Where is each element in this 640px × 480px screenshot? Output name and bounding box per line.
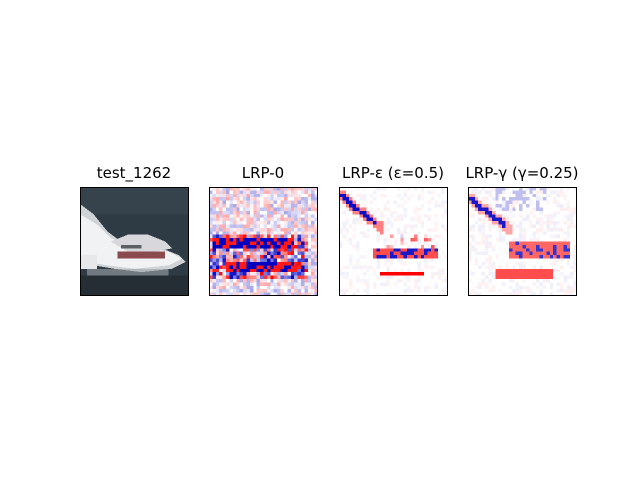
relevance-heatmap (468, 187, 577, 296)
lrp-gamma-heatmap-panel (468, 187, 577, 296)
boat-photo (80, 187, 189, 296)
relevance-heatmap (209, 187, 318, 296)
lrp0-heatmap-panel (209, 187, 318, 296)
panel-title-lrp-epsilon: LRP-ε (ε=0.5) (341, 164, 445, 182)
input-image-panel (80, 187, 189, 296)
panel-title-input: test_1262 (96, 164, 172, 182)
lrp-epsilon-heatmap-panel (339, 187, 448, 296)
relevance-heatmap (339, 187, 448, 296)
panel-title-lrp-gamma: LRP-γ (γ=0.25) (465, 164, 579, 182)
panel-title-lrp0: LRP-0 (241, 164, 285, 182)
